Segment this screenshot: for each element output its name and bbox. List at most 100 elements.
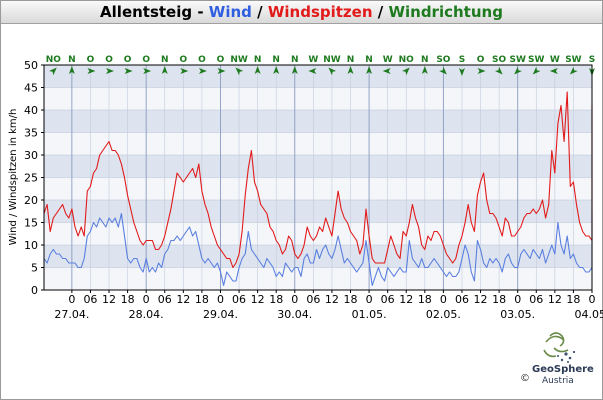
x-tick-label: 0 <box>366 293 373 306</box>
y-tick-label: 30 <box>24 149 38 162</box>
direction-label: O <box>124 55 132 65</box>
direction-arrow-shape <box>87 68 96 74</box>
y-tick-labels: 0 5 10 15 20 25 30 35 40 45 50 <box>24 59 38 297</box>
direction-label: N <box>254 55 262 65</box>
direction-label: SW <box>528 55 544 65</box>
x-tick-label: 18 <box>195 293 209 306</box>
direction-arrow-icon <box>106 68 115 74</box>
y-tick-label: 45 <box>24 82 38 95</box>
direction-arrow-icon <box>477 68 486 74</box>
direction-arrow-icon <box>401 67 410 76</box>
direction-label: N <box>272 55 280 65</box>
direction-arrow-icon <box>180 68 189 74</box>
direction-arrow-icon <box>421 66 428 74</box>
direction-arrow-shape <box>143 68 152 74</box>
direction-arrow-shape <box>273 66 280 74</box>
direction-label: NW <box>323 55 341 65</box>
direction-label: O <box>477 55 485 65</box>
direction-arrow-icon <box>569 66 578 75</box>
chart-axes <box>41 64 593 293</box>
direction-label: O <box>142 55 150 65</box>
direction-label: W <box>550 55 560 65</box>
band <box>44 87 592 110</box>
direction-arrow-icon <box>366 66 373 74</box>
plot-border <box>43 64 593 291</box>
direction-label: O <box>179 55 187 65</box>
date-label: 04.05. <box>575 308 603 321</box>
wind-direction-row: NO N O O O O N O O O NW N N N W NW N N W NO N SO S O SO SW SW W SW S <box>46 55 595 76</box>
direction-arrow-shape <box>308 68 317 74</box>
direction-arrow-shape <box>328 67 337 76</box>
band <box>44 222 592 245</box>
y-axis-label: Wind / Windspitzen in km/h <box>8 109 19 246</box>
logo-country: Austria <box>542 376 574 386</box>
direction-arrow-shape <box>439 66 447 75</box>
x-tick-label: 18 <box>418 293 432 306</box>
date-label: 30.04. <box>277 308 312 321</box>
band <box>44 267 592 290</box>
y-tick-label: 25 <box>24 172 38 185</box>
direction-label: NO <box>46 55 62 65</box>
chart-background-bands <box>44 65 592 290</box>
x-tick-label: 0 <box>143 293 150 306</box>
x-tick-label: 12 <box>474 293 488 306</box>
direction-label: N <box>421 55 429 65</box>
x-tick-label: 0 <box>291 293 298 306</box>
wind-series-line <box>43 212 593 287</box>
x-tick-label: 0 <box>68 293 75 306</box>
chart-series <box>43 91 593 287</box>
x-tick-label: 06 <box>83 293 97 306</box>
direction-label: S <box>459 55 465 65</box>
direction-arrow-icon <box>87 68 96 74</box>
x-tick-label: 12 <box>102 293 116 306</box>
direction-label: S <box>589 55 595 65</box>
direction-arrow-shape <box>458 68 465 76</box>
title-sep-1: - <box>192 3 209 21</box>
x-tick-label: 06 <box>306 293 320 306</box>
band <box>44 200 592 223</box>
x-tick-label: 18 <box>121 293 135 306</box>
direction-arrow-shape <box>49 67 57 76</box>
title-gusts: Windspitzen <box>267 3 373 21</box>
direction-label: NO <box>399 55 415 65</box>
direction-arrow-icon <box>143 68 152 74</box>
x-tick-label: 18 <box>492 293 506 306</box>
title-wind: Wind <box>208 3 252 21</box>
logo-name: GeoSphere <box>532 364 594 375</box>
title-sep-3: / <box>372 3 389 21</box>
direction-arrow-shape <box>106 68 115 74</box>
x-tick-label: 18 <box>344 293 358 306</box>
direction-arrow-icon <box>347 66 354 74</box>
direction-arrow-shape <box>514 66 522 75</box>
direction-label: N <box>291 55 299 65</box>
direction-arrow-icon <box>273 66 280 74</box>
direction-arrow-shape <box>569 66 578 75</box>
direction-arrow-icon <box>68 66 75 74</box>
x-tick-label: 0 <box>217 293 224 306</box>
direction-arrow-icon <box>439 66 447 75</box>
direction-arrow-shape <box>549 68 558 74</box>
direction-label: SW <box>565 55 581 65</box>
geosphere-logo: GeoSphere Austria <box>520 328 600 396</box>
band <box>44 132 592 155</box>
direction-label: SO <box>492 55 506 65</box>
x-tick-label: 06 <box>529 293 543 306</box>
y-tick-label: 10 <box>24 239 38 252</box>
x-tick-label: 18 <box>269 293 283 306</box>
direction-label: NW <box>230 55 248 65</box>
direction-arrow-shape <box>382 68 391 74</box>
direction-arrow-icon <box>328 67 337 76</box>
title-direction: Windrichtung <box>388 3 503 21</box>
direction-label: N <box>347 55 355 65</box>
direction-arrow-icon <box>198 68 207 74</box>
direction-label: N <box>68 55 76 65</box>
direction-arrow-icon <box>254 66 261 74</box>
direction-arrow-shape <box>254 66 261 74</box>
direction-arrow-shape <box>180 68 189 74</box>
direction-arrow-shape <box>532 66 541 75</box>
direction-label: N <box>365 55 373 65</box>
x-tick-label: 0 <box>514 293 521 306</box>
x-tick-label: 06 <box>158 293 172 306</box>
direction-arrow-shape <box>217 68 226 74</box>
